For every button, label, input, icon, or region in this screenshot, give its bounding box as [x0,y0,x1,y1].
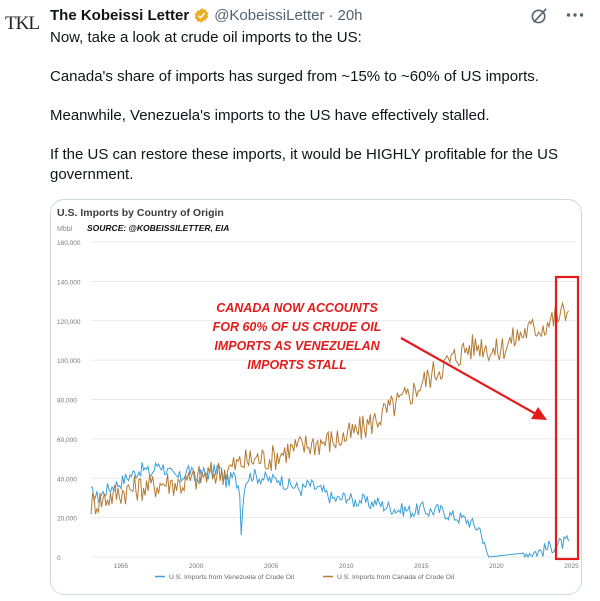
y-tick-label: 160,000 [57,240,81,247]
tweet-image-chart[interactable]: U.S. Imports by Country of Origin Mbbl SOU… [50,199,582,595]
grok-icon[interactable] [528,4,550,26]
tweet-actions [528,4,586,26]
avatar[interactable]: TKL [5,13,40,34]
more-icon[interactable] [564,4,586,26]
highlight-box [554,275,580,561]
x-tick-label: 2005 [264,563,279,570]
chart: U.S. Imports by Country of Origin Mbbl SOU… [57,207,580,581]
tweet-text: Now, take a look at crude oil imports to… [50,28,586,185]
annotation-text: CANADA NOW ACCOUNTS [216,301,378,315]
tweet-paragraph: Now, take a look at crude oil imports to… [50,29,362,46]
x-tick-label: 2025 [564,563,579,570]
tweet-header: The Kobeissi Letter @KobeissiLetter · 20… [50,4,363,26]
y-tick-label: 80,000 [57,398,77,405]
x-tick-label: 1995 [114,563,129,570]
x-tick-label: 2010 [339,563,354,570]
author-handle[interactable]: @KobeissiLetter [214,6,325,24]
y-tick-label: 40,000 [57,476,77,483]
annotation-arrow [400,337,537,415]
x-tick-label: 2020 [489,563,504,570]
annotation-arrowhead [531,407,547,420]
legend-label: U.S. Imports from Canada of Crude Oil [337,574,455,581]
timestamp[interactable]: 20h [337,6,363,24]
annotation-text: IMPORTS STALL [247,358,347,372]
separator: · [328,6,334,24]
annotation-text: IMPORTS AS VENEZUELAN [214,339,380,353]
y-tick-label: 120,000 [57,319,81,326]
tweet-paragraph: Canada's share of imports has surged fro… [50,68,539,85]
tweet-paragraph: If the US can restore these imports, it … [50,146,559,183]
y-tick-label: 20,000 [57,516,77,523]
y-tick-label: 140,000 [57,279,81,286]
chart-title: U.S. Imports by Country of Origin [57,207,224,219]
y-tick-label: 0 [57,555,61,562]
verified-badge-icon [194,7,209,23]
y-tick-label: 100,000 [57,358,81,365]
tweet-paragraph: Meanwhile, Venezuela's imports to the US… [50,107,490,124]
annotation-text: FOR 60% OF US CRUDE OIL [213,320,382,334]
y-tick-label: 60,000 [57,437,77,444]
x-tick-label: 2015 [414,563,429,570]
venezuela-series-line [90,461,569,559]
chart-source: SOURCE: @KOBEISSILETTER, EIA [87,223,229,233]
canada-series-line [90,301,569,515]
legend-label: U.S. Imports from Venezuela of Crude Oil [169,574,295,581]
x-tick-label: 2000 [189,563,204,570]
author-name[interactable]: The Kobeissi Letter [50,6,190,24]
chart-unit: Mbbl [57,226,73,233]
